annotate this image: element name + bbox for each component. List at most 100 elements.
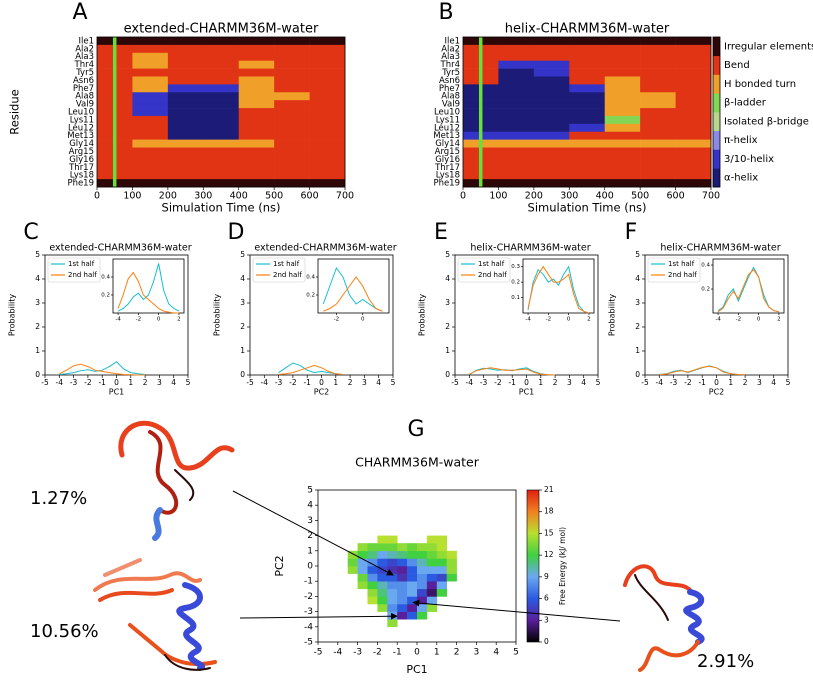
heatmap-cell	[533, 171, 570, 180]
free-energy-cell	[357, 550, 368, 559]
heatmap-cell	[132, 37, 169, 46]
heatmap-cell	[132, 147, 169, 156]
x-axis-label: PC1	[109, 388, 125, 397]
residue-label: Lys18	[70, 171, 94, 181]
colorbar-label: β-ladder	[724, 98, 767, 109]
heatmap-cell	[203, 108, 240, 117]
y-tick-label: 2	[307, 531, 313, 541]
colorbar-swatch	[713, 37, 720, 57]
inset-y-tick-label: 0.1	[511, 295, 520, 301]
inset-y-tick-label: 0.4	[306, 275, 315, 281]
heatmap-cell	[238, 76, 275, 85]
x-tick-label: -5	[246, 378, 254, 387]
plot-frame	[96, 36, 346, 188]
x-tick-label: -3	[275, 378, 283, 387]
heatmap-cell	[675, 52, 712, 61]
free-energy-cell	[426, 535, 438, 544]
inset-x-tick-label: -2	[334, 317, 339, 323]
heatmap-cell	[533, 60, 570, 69]
heatmap-cell	[167, 147, 204, 156]
x-tick-label: -3	[480, 378, 488, 387]
y-tick-label: 5	[307, 486, 313, 496]
free-energy-cell	[367, 596, 378, 605]
residue-label: Ala3	[75, 52, 94, 62]
free-energy-cell	[397, 581, 408, 590]
free-energy-cell	[407, 566, 418, 574]
residue-label: Ala2	[441, 44, 460, 54]
legend-label: 1st half	[668, 260, 695, 268]
heatmap-cell	[569, 115, 606, 125]
heatmap-cell	[238, 68, 275, 77]
colorbar-label: α-helix	[724, 173, 758, 184]
heatmap-cell	[675, 131, 712, 140]
inset-x-tick-label: 2	[177, 317, 181, 323]
residue-label: Asn6	[73, 76, 94, 86]
heatmap-cell	[238, 44, 275, 54]
annotation-arrow	[412, 599, 621, 622]
free-energy-cell	[426, 543, 438, 552]
free-energy-cell	[417, 604, 428, 612]
x-tick-label: -2	[684, 378, 692, 387]
heatmap-cell	[640, 68, 676, 77]
x-tick-label: -4	[656, 378, 664, 387]
free-energy-cell	[436, 588, 447, 597]
colorbar-tick-label: 0	[544, 637, 549, 646]
colorbar-label: Bend	[724, 60, 750, 71]
colorbar-swatch	[713, 55, 720, 75]
x-tick-label: 1	[538, 378, 543, 387]
y-tick-label: 1	[635, 346, 640, 355]
heatmap-cell	[238, 37, 275, 46]
heatmap-cell	[498, 100, 535, 109]
free-energy-cell	[377, 581, 388, 590]
heatmap-cell	[533, 76, 570, 85]
residue-label: Ala8	[75, 92, 94, 102]
y-axis-label: Probability	[8, 294, 17, 337]
heatmap-cell	[533, 84, 570, 93]
heatmap-cell	[274, 163, 310, 172]
x-axis-label: Simulation Time (ns)	[528, 201, 647, 215]
heatmap-cell	[640, 44, 676, 54]
free-energy-cell	[407, 596, 418, 605]
residue-label: Gly16	[69, 155, 94, 165]
heatmap-cell	[675, 100, 712, 109]
y-tick-label: 0	[635, 370, 640, 379]
heatmap-cell	[569, 108, 606, 117]
inset-frame	[112, 258, 185, 314]
heatmap-cell	[498, 60, 535, 69]
x-tick-label: -2	[494, 378, 502, 387]
heatmap-cell	[132, 155, 169, 164]
y-axis-label: PC2	[273, 555, 286, 576]
heatmap-cell	[533, 123, 570, 133]
heatmap-cell	[274, 179, 310, 188]
series-line	[59, 363, 146, 376]
x-axis-label: Simulation Time (ns)	[162, 201, 281, 215]
colorbar-label: H bonded turn	[724, 79, 796, 90]
heatmap-cell	[604, 76, 641, 85]
x-tick-label: -4	[261, 378, 269, 387]
x-tick-label: 700	[702, 191, 720, 202]
heatmap-cell	[640, 179, 676, 188]
heatmap-cell	[675, 163, 712, 172]
y-tick-label: 0	[445, 370, 450, 379]
heatmap-cell	[238, 147, 275, 156]
heatmap-cell	[604, 92, 641, 101]
heatmap-cell	[675, 76, 712, 85]
heatmap-cell	[309, 52, 346, 61]
free-energy-cell	[387, 611, 398, 620]
heatmap-cell	[640, 84, 676, 93]
annotation-arrow	[239, 612, 398, 620]
x-tick-label: -1	[98, 378, 106, 387]
inset-x-tick-label: -4	[115, 317, 121, 323]
heatmap-cell	[604, 68, 641, 77]
heatmap-cell	[274, 52, 310, 61]
residue-label: Ile1	[78, 36, 94, 46]
x-tick-label: 0	[114, 378, 119, 387]
heatmap-cell	[569, 155, 606, 164]
heatmap-cell	[309, 37, 346, 46]
inset-series-line	[717, 269, 780, 313]
free-energy-cell	[357, 581, 368, 590]
inset-y-tick-label: 0.2	[306, 293, 315, 299]
heatmap-cell	[274, 123, 310, 133]
heatmap-cell	[167, 84, 204, 93]
heatmap-cell	[309, 131, 346, 140]
